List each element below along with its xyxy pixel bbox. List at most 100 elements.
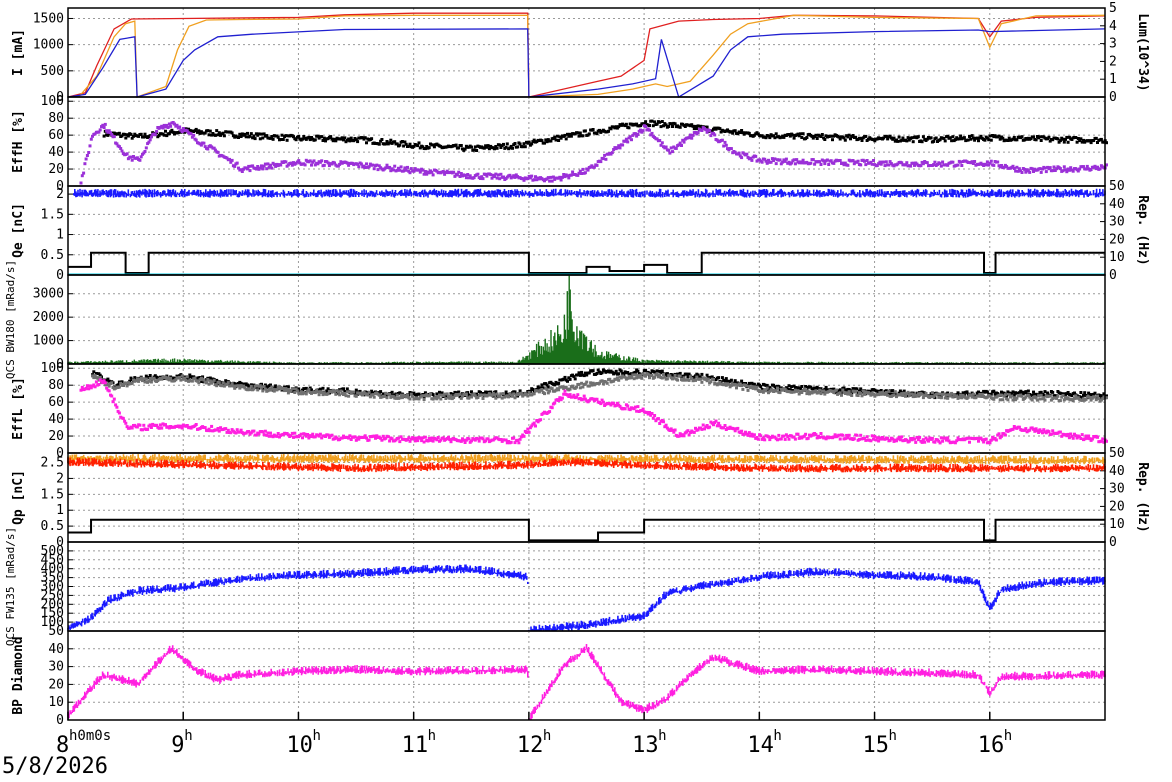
data-point — [432, 145, 436, 149]
data-point — [132, 155, 135, 158]
data-point — [327, 164, 331, 168]
x-tick-unit: h — [1004, 728, 1012, 744]
data-point — [1094, 136, 1098, 140]
data-point — [97, 383, 101, 386]
data-point — [705, 424, 709, 427]
data-point — [1080, 433, 1084, 437]
data-point — [427, 171, 431, 175]
data-point — [292, 387, 295, 391]
data-point — [613, 371, 617, 375]
data-point — [869, 160, 873, 164]
data-point — [846, 163, 850, 167]
data-point — [513, 441, 517, 445]
data-point — [548, 389, 552, 393]
data-point — [567, 134, 571, 138]
data-point — [407, 144, 411, 148]
data-point — [1084, 397, 1088, 401]
data-point — [229, 160, 233, 164]
data-point — [677, 143, 681, 147]
y-tick-label: 200 — [41, 597, 64, 612]
data-point — [252, 134, 256, 138]
data-point — [457, 146, 461, 150]
data-point — [462, 438, 466, 442]
data-point — [117, 411, 121, 415]
series-band — [67, 564, 1106, 631]
data-point — [832, 391, 836, 394]
data-point — [566, 174, 569, 178]
data-point — [123, 132, 127, 136]
data-point — [514, 173, 518, 177]
data-point — [710, 375, 714, 379]
data-point — [509, 144, 513, 148]
x-tick-unit: h — [312, 728, 320, 744]
data-point — [379, 436, 383, 440]
x-tick-label: 10 — [286, 733, 313, 758]
data-point — [283, 389, 287, 393]
data-point — [886, 437, 890, 440]
data-point — [290, 431, 294, 435]
data-point — [1005, 165, 1009, 169]
data-point — [194, 127, 198, 131]
data-point — [823, 162, 827, 166]
data-point — [130, 136, 134, 140]
data-point — [553, 135, 557, 139]
data-point — [247, 430, 251, 433]
data-point — [568, 377, 572, 381]
data-point — [723, 379, 727, 383]
data-point — [409, 167, 413, 171]
data-point — [609, 127, 613, 131]
data-point — [682, 374, 686, 378]
data-point — [404, 142, 408, 146]
data-point — [534, 175, 537, 179]
data-point — [294, 138, 298, 142]
data-point — [624, 137, 628, 141]
data-point — [318, 387, 322, 391]
data-point — [887, 163, 891, 167]
x-tick-unit: h — [773, 728, 781, 744]
data-point — [379, 139, 383, 143]
data-point — [365, 162, 368, 166]
data-point — [175, 123, 179, 127]
data-point — [971, 392, 975, 396]
data-point — [494, 145, 498, 148]
data-point — [790, 161, 794, 165]
data-point — [615, 146, 619, 150]
data-point — [470, 145, 473, 149]
data-point — [539, 386, 543, 390]
data-point — [164, 129, 167, 133]
data-point — [859, 387, 863, 391]
data-point — [733, 379, 737, 383]
data-point — [407, 436, 411, 440]
data-point — [548, 179, 552, 183]
data-point — [193, 376, 197, 380]
data-point — [237, 136, 240, 139]
data-point — [167, 378, 171, 382]
data-point — [397, 166, 400, 170]
data-point — [601, 157, 605, 161]
data-point — [1069, 166, 1073, 170]
y-tick-label: 100 — [41, 94, 64, 109]
data-point — [974, 396, 978, 400]
data-point — [115, 405, 119, 409]
data-point — [101, 381, 105, 385]
data-point — [904, 394, 907, 398]
data-point — [682, 434, 686, 438]
data-point — [838, 391, 842, 395]
data-point — [970, 395, 974, 399]
data-point — [772, 134, 776, 138]
data-point — [783, 437, 787, 441]
data-point — [1039, 390, 1043, 394]
data-point — [627, 374, 631, 378]
data-point — [618, 146, 622, 150]
data-point — [911, 161, 915, 165]
data-point — [1030, 393, 1034, 397]
data-point — [260, 164, 263, 168]
data-point — [213, 380, 217, 384]
data-point — [886, 393, 890, 397]
data-point — [1089, 168, 1093, 171]
data-point — [1044, 431, 1048, 435]
data-point — [873, 434, 877, 438]
data-point — [557, 399, 561, 402]
